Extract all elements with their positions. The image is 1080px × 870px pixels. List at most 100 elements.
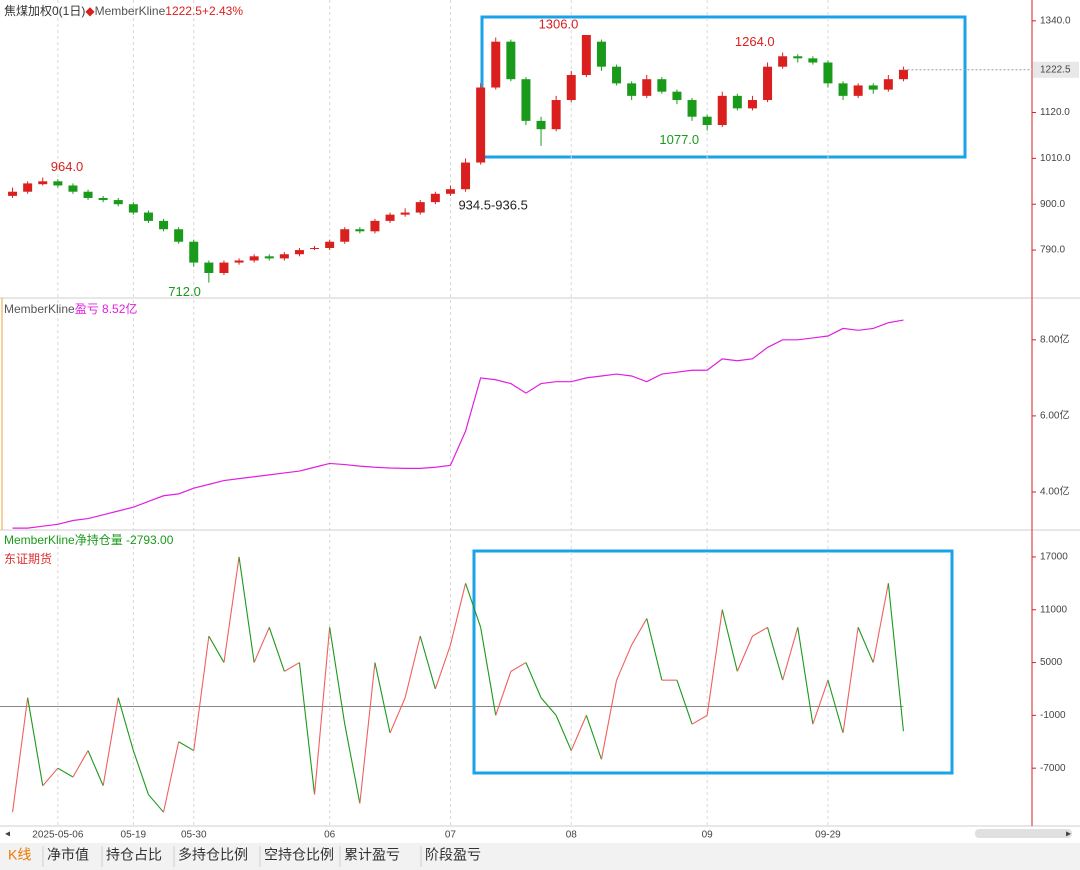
y-tick-label: 4.00亿 [1040, 485, 1069, 498]
net-position-segment [434, 644, 451, 690]
price-annotation: 1077.0 [659, 132, 699, 147]
net-position-segment [691, 714, 708, 725]
tab-bar [0, 843, 1080, 870]
candle-body [113, 200, 123, 205]
candle-body [687, 100, 697, 117]
candle-body [642, 79, 652, 96]
net-position-segment [374, 662, 391, 734]
candle-body [868, 85, 878, 90]
panel-title: MemberKline净持仓量 -2793.00 [4, 532, 174, 547]
y-tick-label: 1120.0 [1040, 107, 1070, 118]
candle-body [23, 183, 33, 192]
scrollbar[interactable] [975, 829, 1072, 838]
net-position-segment [178, 741, 195, 752]
net-position-segment [238, 556, 255, 663]
tab[interactable]: 持仓占比 [106, 847, 162, 863]
tab[interactable]: 阶段盈亏 [425, 847, 481, 863]
scroll-arrow[interactable]: ▸ [1066, 829, 1071, 840]
candle-body [8, 191, 18, 196]
candle-body [506, 41, 516, 80]
highlight-box [472, 549, 954, 775]
candle-body [400, 212, 410, 215]
candle-body [672, 91, 682, 101]
scroll-arrow[interactable]: ◂ [5, 829, 10, 840]
net-position-segment [42, 767, 59, 787]
y-tick-label: 1010.0 [1040, 153, 1071, 164]
net-position-segment [782, 627, 799, 681]
y-tick-label: -1000 [1040, 710, 1066, 721]
title-part: 1222.5+2.43% [165, 4, 243, 18]
y-tick-label: 11000 [1040, 604, 1068, 615]
tab[interactable]: K线 [8, 847, 31, 863]
candle-body [249, 256, 259, 261]
net-position-segment [540, 697, 557, 716]
tab[interactable]: 累计盈亏 [344, 847, 400, 863]
net-position-segment [102, 697, 119, 786]
candle-body [793, 56, 803, 59]
tab[interactable]: 多持仓比例 [178, 847, 248, 863]
net-position-segment [329, 627, 346, 725]
net-position-segment [404, 636, 421, 698]
tab[interactable]: 空持仓比例 [264, 847, 334, 863]
net-position-segment [359, 662, 376, 804]
y-tick-label: 790.0 [1040, 245, 1065, 256]
y-tick-label: 1340.0 [1040, 15, 1071, 26]
candle-body [189, 241, 199, 263]
x-tick-label: 05-19 [121, 830, 147, 841]
x-tick-label: 07 [445, 830, 457, 841]
candle-body [853, 85, 863, 96]
x-tick-label: 05-30 [181, 830, 207, 841]
candle-body [53, 181, 63, 186]
candle-body [491, 41, 501, 88]
candle-body [763, 66, 773, 101]
y-tick-label: 5000 [1040, 657, 1063, 668]
panel-title: MemberKline盈亏 8.52亿 [4, 301, 137, 316]
net-position-segment [163, 741, 180, 813]
candle-body [279, 254, 289, 259]
title-part: ◆ [85, 4, 95, 18]
candle-body [521, 79, 531, 121]
y-tick-label: 900.0 [1040, 199, 1065, 210]
y-tick-label: 6.00亿 [1040, 409, 1069, 422]
price-annotation: 712.0 [168, 284, 201, 299]
candle-body [551, 100, 561, 130]
net-position-segment [480, 627, 497, 716]
net-position-segment [117, 697, 134, 751]
x-tick-label: 06 [324, 830, 336, 841]
net-position-segment [268, 627, 285, 672]
net-position-segment [600, 680, 618, 760]
net-position-segment [887, 583, 904, 732]
net-position-segment [616, 644, 633, 681]
net-position-segment [736, 635, 753, 672]
candle-body [566, 75, 576, 101]
net-position-segment [631, 618, 648, 646]
net-position-segment [449, 583, 467, 646]
highlight-box [480, 15, 967, 159]
candle-body [370, 220, 380, 232]
candle-body [325, 241, 335, 248]
net-position-segment [706, 609, 723, 716]
candle-body [415, 202, 425, 213]
candle-body [128, 204, 138, 213]
net-position-segment [72, 750, 89, 778]
net-position-segment [223, 556, 240, 663]
net-position-segment [857, 627, 874, 663]
net-position-segment [797, 627, 814, 725]
price-annotation: 964.0 [51, 159, 84, 174]
candle-body [204, 262, 214, 273]
price-annotation: 1306.0 [539, 16, 579, 31]
tab[interactable]: 净市值 [47, 847, 89, 863]
candle-body [38, 181, 48, 185]
net-position-segment [510, 662, 527, 672]
candle-body [732, 95, 742, 109]
candle-body [83, 191, 93, 198]
panel-subtitle: 东证期货 [4, 551, 52, 566]
net-position-segment [389, 697, 406, 734]
candle-body [778, 56, 788, 67]
net-position-segment [812, 679, 829, 725]
candle-body [340, 229, 350, 242]
net-position-segment [555, 715, 572, 751]
net-position-segment [419, 635, 436, 690]
candle-body [898, 69, 908, 80]
